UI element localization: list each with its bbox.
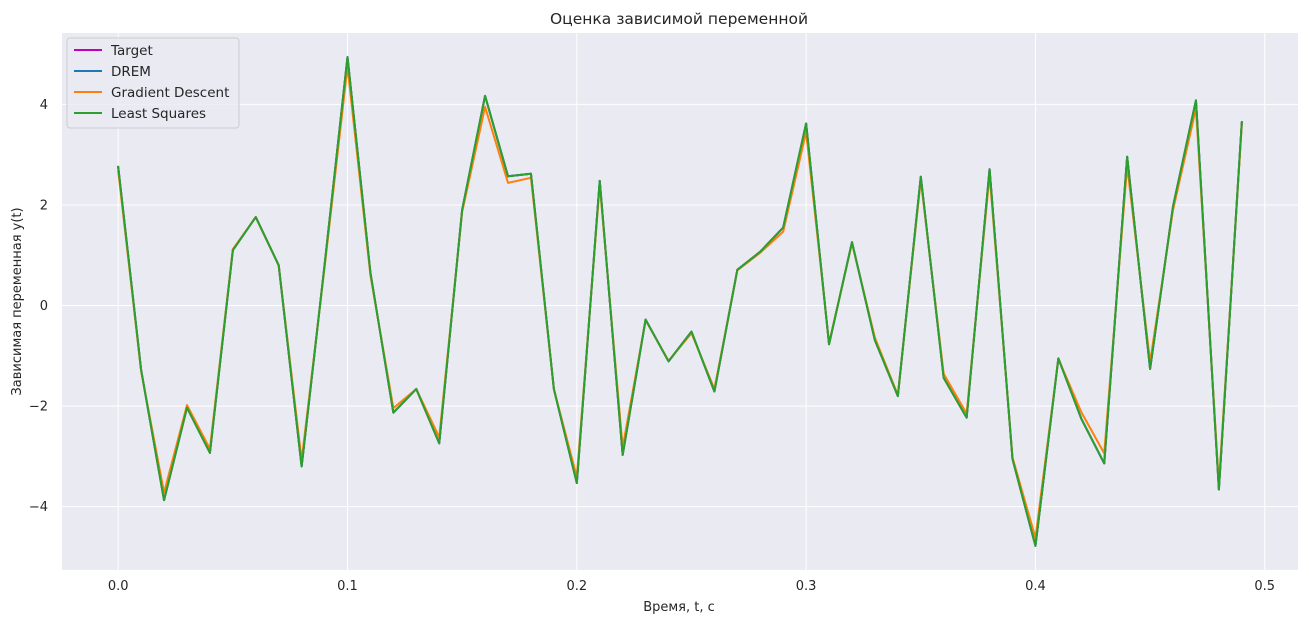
legend-label-drem: DREM — [111, 64, 151, 80]
grid-lines — [62, 33, 1298, 570]
y-tick-label: 0 — [40, 299, 48, 314]
chart-title: Оценка зависимой переменной — [550, 10, 808, 28]
x-tick-label: 0.5 — [1254, 579, 1275, 594]
legend-label-target: Target — [110, 43, 153, 59]
y-tick-label: −2 — [29, 400, 48, 415]
legend: Target DREM Gradient Descent Least Squares — [66, 37, 240, 129]
x-tick-label: 0.4 — [1025, 579, 1046, 594]
y-tick-label: −4 — [29, 500, 48, 515]
y-tick-label: 2 — [40, 198, 48, 213]
series-line-least-squares — [117, 56, 1243, 547]
x-tick-label: 0.3 — [796, 579, 817, 594]
x-tick-label: 0.1 — [337, 579, 358, 594]
y-tick-labels: −4 −2 0 2 4 — [29, 98, 48, 515]
legend-box — [66, 37, 240, 129]
data-series — [117, 56, 1243, 547]
legend-label-gradient-descent: Gradient Descent — [111, 85, 229, 101]
x-axis-title: Время, t, c — [643, 600, 715, 615]
plot-area — [62, 33, 1298, 570]
legend-label-least-squares: Least Squares — [111, 106, 206, 122]
y-tick-label: 4 — [40, 98, 48, 113]
x-tick-label: 0.2 — [566, 579, 587, 594]
x-tick-labels: 0.0 0.1 0.2 0.3 0.4 0.5 — [108, 579, 1275, 594]
x-tick-label: 0.0 — [108, 579, 129, 594]
y-axis-title: Зависимая переменная y(t) — [10, 207, 25, 395]
